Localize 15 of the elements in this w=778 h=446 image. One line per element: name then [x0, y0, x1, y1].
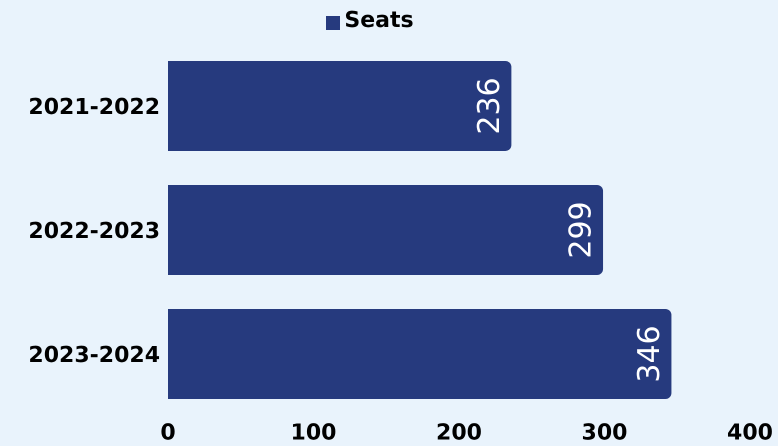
y-tick-label: 2022-2023: [28, 218, 160, 244]
x-tick-label: 100: [290, 420, 336, 446]
x-tick-label: 0: [160, 420, 176, 446]
x-tick-label: 400: [727, 420, 773, 446]
data-label: 236: [472, 77, 507, 135]
bar: [168, 309, 672, 399]
bar: [168, 61, 512, 151]
data-label: 346: [632, 325, 667, 383]
data-label: 299: [564, 201, 599, 259]
y-tick-label: 2021-2022: [28, 94, 160, 120]
bar: [168, 185, 604, 275]
legend-label: Seats: [344, 8, 414, 33]
x-tick-label: 200: [436, 420, 482, 446]
y-tick-label: 2023-2024: [28, 342, 160, 368]
x-tick-label: 300: [582, 420, 628, 446]
